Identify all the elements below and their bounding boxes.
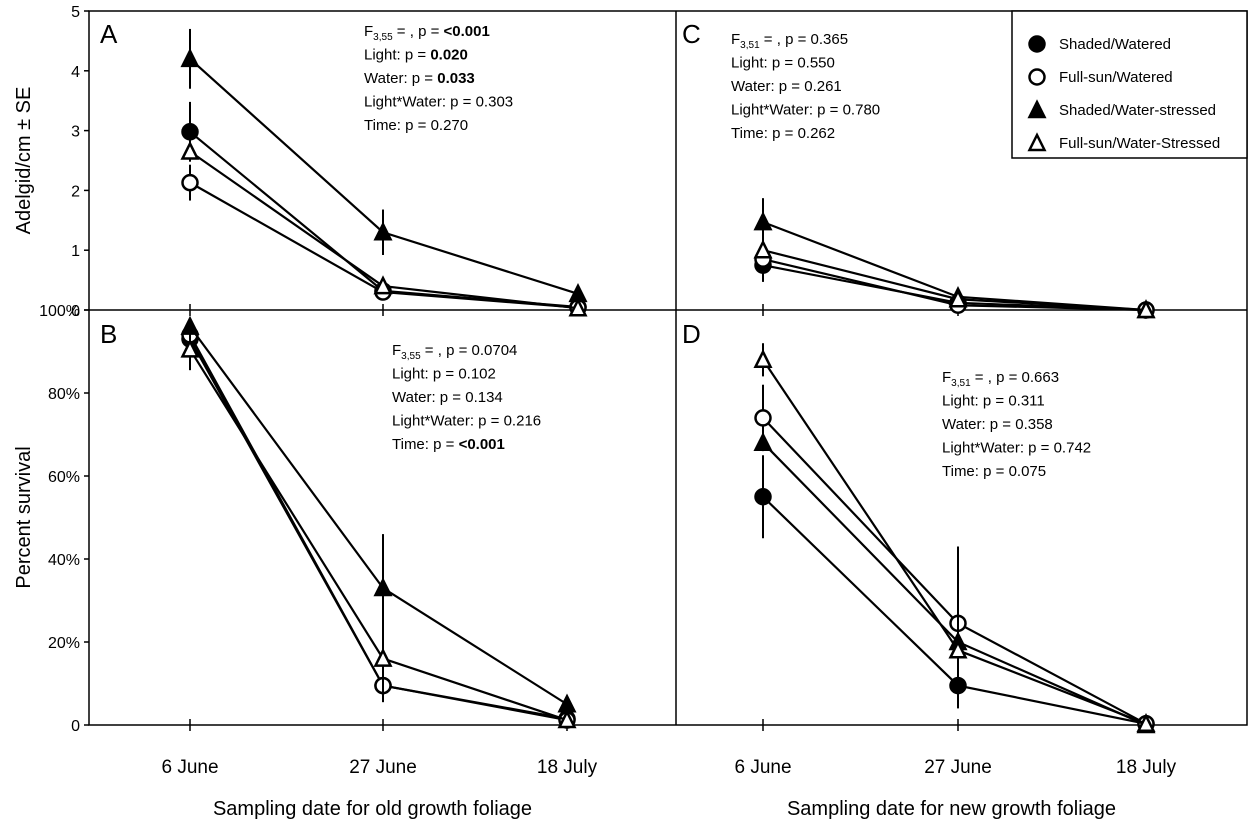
stat-line: Time: p = 0.270 <box>364 117 468 134</box>
stat-line: Time: p = 0.075 <box>942 463 1046 480</box>
legend-marker-open-triangle <box>1027 132 1047 152</box>
y-tick-label: 20% <box>48 635 80 652</box>
series-line <box>762 359 1147 725</box>
y-tick-label: 0 <box>71 303 80 320</box>
series-line <box>189 325 568 706</box>
y-tick-label: 60% <box>48 469 80 486</box>
series-shaded-waterstressed <box>180 28 588 303</box>
legend: Shaded/Watered Full-sun/Watered Shaded/Wat… <box>1011 10 1248 159</box>
x-tick-label: 6 June <box>161 757 218 778</box>
data-point-open-triangle <box>180 338 200 358</box>
stats-annotation: F3,55 = , p = <0.001 Light: p = 0.020 Wate… <box>364 23 513 134</box>
stat-line: Water: p = 0.134 <box>392 389 503 406</box>
panel-b: 0 20% 40% 60% 80% 100% 6 June 27 June 18 JulySam… <box>13 303 598 820</box>
data-point-filled-triangle <box>373 221 393 241</box>
data-point-open-circle <box>181 173 199 192</box>
stat-line: Light*Water: p = 0.216 <box>392 413 541 430</box>
panel-c: C F3,51 = , p = 0.365 Light: p = 0.550 Wate… <box>682 19 1156 319</box>
stat-line: Light*Water: p = 0.303 <box>364 94 513 111</box>
y-tick-label: 5 <box>71 4 80 21</box>
stat-line: Water: p = 0.261 <box>731 78 842 95</box>
stat-line: Light: p = 0.102 <box>392 366 496 383</box>
stat-line: Time: p = 0.262 <box>731 125 835 142</box>
data-point-open-circle <box>754 409 772 427</box>
y-axis-title: Percent survival <box>13 446 35 588</box>
x-axis-title: Sampling date for old growth foliage <box>213 798 532 820</box>
stat-line: Water: p = 0.358 <box>942 416 1053 433</box>
data-point-open-triangle <box>568 297 588 317</box>
legend-marker-filled-circle <box>1028 35 1046 53</box>
legend-label: Full-sun/Watered <box>1059 69 1173 86</box>
series-fullsun-watered <box>181 326 576 729</box>
stats-annotation: F3,51 = , p = 0.365 Light: p = 0.550 Water… <box>731 31 880 142</box>
stat-line: Water: p = 0.033 <box>364 70 475 87</box>
data-point-filled-triangle <box>373 577 393 597</box>
series-shaded-waterstressed <box>180 315 577 713</box>
legend-label: Shaded/Watered <box>1059 36 1171 53</box>
data-point-filled-triangle <box>753 432 773 452</box>
legend-box <box>1011 10 1248 159</box>
data-point-filled-triangle <box>753 211 773 231</box>
data-point-open-triangle <box>948 288 968 308</box>
y-tick-label: 3 <box>71 124 80 141</box>
stat-line: F3,51 = , p = 0.365 <box>731 31 848 51</box>
y-axis-title: Adelgid/cm ± SE <box>13 87 35 235</box>
data-point-filled-circle <box>181 123 199 141</box>
x-tick-label: 18 July <box>1116 757 1177 778</box>
stat-line: F3,55 = , p = <0.001 <box>364 23 490 43</box>
stat-line: Light*Water: p = 0.742 <box>942 440 1091 457</box>
stat-line: F3,55 = , p = 0.0704 <box>392 342 517 362</box>
data-point-open-triangle <box>753 239 773 259</box>
y-tick-label: 100% <box>39 303 80 320</box>
legend-label: Full-sun/Water-Stressed <box>1059 135 1220 152</box>
data-point-filled-triangle <box>557 693 577 713</box>
data-point-open-triangle <box>753 349 773 369</box>
panel-letter: D <box>682 319 701 349</box>
stat-line: Light: p = 0.311 <box>942 393 1045 410</box>
legend-marker-filled-triangle <box>1027 99 1047 119</box>
stat-line: Light: p = 0.020 <box>364 47 468 64</box>
data-point-open-triangle <box>373 275 393 295</box>
x-axis-title: Sampling date for new growth foliage <box>787 798 1116 820</box>
legend-marker-open-circle <box>1028 68 1046 86</box>
y-tick-label: 40% <box>48 552 80 569</box>
stat-line: Light*Water: p = 0.780 <box>731 102 880 119</box>
data-point-open-triangle <box>180 140 200 160</box>
data-point-open-triangle <box>1136 299 1156 319</box>
y-tick-label: 80% <box>48 386 80 403</box>
data-point-open-triangle <box>373 647 393 667</box>
x-tick-label: 27 June <box>924 757 992 778</box>
y-tick-label: 1 <box>71 243 80 260</box>
stats-annotation: F3,51 = , p = 0.663 Light: p = 0.311 Water… <box>942 369 1091 480</box>
data-point-open-triangle <box>948 639 968 659</box>
stat-line: Time: p = <0.001 <box>392 436 505 453</box>
panel-a: 0 1 2 3 4 5 Adelgid/cm ± SE A F3,55 = , p = <0.0… <box>13 4 588 320</box>
stat-line: Light: p = 0.550 <box>731 55 835 72</box>
series-fullsun-waterstressed <box>180 328 577 729</box>
series-shaded-watered <box>181 330 576 728</box>
legend-label: Shaded/Water-stressed <box>1059 102 1216 119</box>
stat-line: F3,51 = , p = 0.663 <box>942 369 1059 389</box>
data-point-filled-triangle <box>180 48 200 68</box>
stats-annotation: F3,55 = , p = 0.0704 Light: p = 0.102 Wate… <box>392 342 541 453</box>
y-tick-label: 0 <box>71 718 80 735</box>
y-tick-label: 2 <box>71 183 80 200</box>
series-fullsun-waterstressed <box>753 343 1156 733</box>
data-point-open-triangle <box>1136 712 1156 733</box>
data-point-filled-circle <box>754 488 772 506</box>
y-tick-label: 4 <box>71 64 80 81</box>
x-tick-label: 18 July <box>537 757 598 778</box>
panel-letter: A <box>100 19 118 49</box>
panel-letter: C <box>682 19 701 49</box>
series-fullsun-waterstressed <box>753 239 1156 319</box>
x-tick-label: 6 June <box>734 757 791 778</box>
panel-letter: B <box>100 319 117 349</box>
x-tick-label: 27 June <box>349 757 417 778</box>
series-fullsun-waterstressed <box>180 140 588 317</box>
plot-frame <box>88 10 1248 726</box>
data-point-open-triangle <box>557 709 577 729</box>
